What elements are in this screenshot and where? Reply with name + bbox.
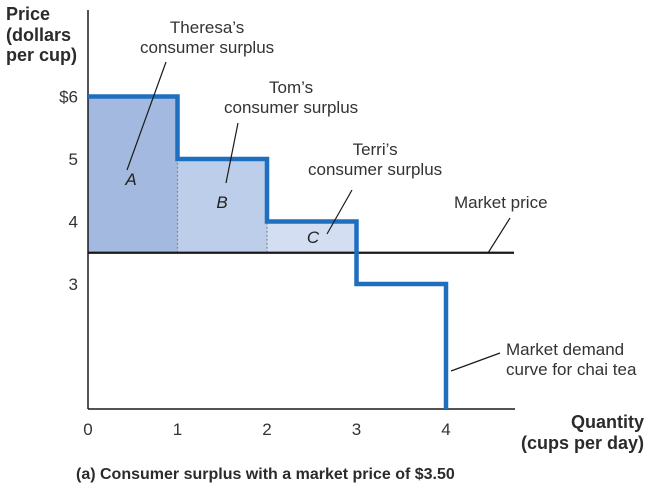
region-label-b: B bbox=[216, 193, 227, 212]
x-tick-label: 4 bbox=[441, 420, 450, 439]
y-tick-label: 4 bbox=[69, 213, 78, 232]
x-tick-label: 3 bbox=[352, 420, 361, 439]
y-tick-label: 3 bbox=[69, 275, 78, 294]
surplus-region-c bbox=[267, 221, 357, 253]
leader-terri bbox=[326, 189, 353, 235]
x-tick-label: 1 bbox=[173, 420, 182, 439]
x-tick-label: 0 bbox=[83, 420, 92, 439]
y-tick-label: 5 bbox=[69, 150, 78, 169]
surplus-region-b bbox=[177, 159, 267, 253]
region-label-c: C bbox=[307, 228, 320, 247]
leader-demand-curve bbox=[450, 352, 501, 372]
annotation-theresa-surplus: Theresa’s consumer surplus bbox=[140, 18, 275, 57]
x-axis-label: Quantity (cups per day) bbox=[520, 412, 644, 453]
leader-tom bbox=[225, 122, 239, 184]
annotation-market-price: Market price bbox=[454, 193, 548, 212]
leader-market-price bbox=[487, 217, 511, 254]
y-tick-label: $6 bbox=[59, 88, 78, 107]
demand-curve bbox=[88, 94, 449, 409]
y-axis-label: Price (dollars per cup) bbox=[6, 4, 78, 66]
region-label-a: A bbox=[124, 170, 136, 189]
surplus-region-a bbox=[88, 96, 178, 253]
annotation-tom-surplus: Tom’s consumer surplus bbox=[224, 78, 359, 117]
annotation-demand-curve: Market demand curve for chai tea bbox=[506, 340, 637, 379]
leader-theresa bbox=[126, 61, 167, 171]
chart-caption: (a) Consumer surplus with a market price… bbox=[76, 466, 455, 483]
annotation-terri-surplus: Terri’s consumer surplus bbox=[308, 140, 443, 179]
x-tick-label: 2 bbox=[262, 420, 271, 439]
